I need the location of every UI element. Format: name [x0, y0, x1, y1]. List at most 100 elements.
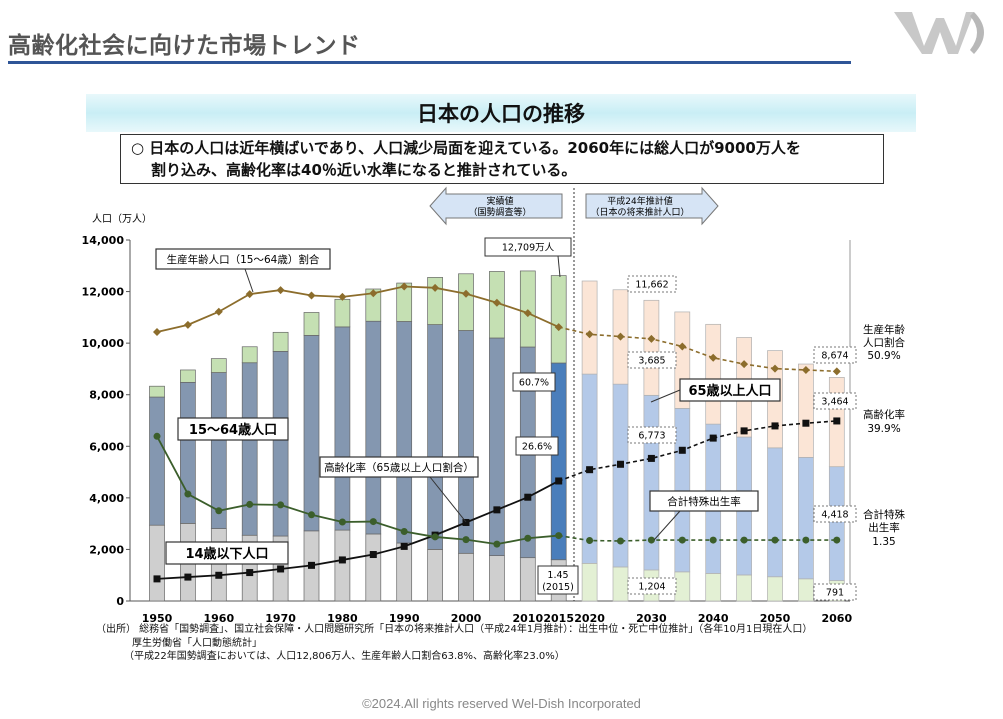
- x-tick-label: 2060: [821, 612, 852, 625]
- bar-child: [149, 524, 165, 602]
- child-2060-label-box: [813, 583, 857, 601]
- x-tick-label: 2015: [543, 612, 574, 625]
- bar-elderly: [272, 331, 289, 352]
- working-ratio-point: [183, 320, 192, 329]
- right-label-tfr-1: 合計特殊: [863, 508, 905, 521]
- aging-rate-2015-label: 26.6%: [522, 442, 552, 453]
- bar-working: [365, 320, 382, 535]
- projected-period-label: 平成24年推計値: [607, 195, 672, 207]
- tfr-point: [493, 540, 501, 548]
- actual-period-arrow: [429, 186, 563, 226]
- tfr-point: [833, 536, 841, 544]
- bar-elderly: [519, 270, 536, 348]
- child-pop-callout: 14歳以下人口: [185, 546, 268, 562]
- working-ratio-point: [678, 342, 687, 351]
- total-2030-label-box: [627, 275, 677, 293]
- working-ratio-point: [523, 309, 532, 318]
- tfr-point: [524, 534, 532, 542]
- bar-child: [581, 563, 598, 602]
- total-2060-label-box: [813, 346, 857, 364]
- aging-rate-point: [308, 561, 315, 569]
- bar-child: [458, 552, 474, 602]
- tfr-point: [215, 507, 223, 515]
- working-ratio-point: [431, 283, 440, 292]
- tfr-point: [369, 518, 377, 526]
- working-ratio-callout-box: [155, 248, 331, 270]
- tfr-point: [555, 532, 563, 540]
- bar-child: [674, 571, 691, 602]
- aging-rate-point: [617, 460, 624, 468]
- summary-line-2: 割り込み、高齢化率は40％近い水準になると推計されている。: [151, 161, 577, 179]
- x-tick-label: 2010: [512, 612, 543, 625]
- elderly-pop-callout: 65歳以上人口: [688, 383, 771, 399]
- child-2060-label: 791: [826, 588, 844, 599]
- tfr-point: [308, 511, 315, 519]
- working-ratio-point: [369, 289, 378, 298]
- actual-period-label: 実績値: [486, 195, 513, 207]
- right-label-tfr-value: 1.35: [872, 536, 895, 548]
- bar-child: [705, 573, 722, 602]
- aging-rate-callout-box: [319, 456, 479, 478]
- working-ratio-point: [462, 289, 470, 298]
- bar-working: [767, 447, 783, 578]
- tfr-point: [647, 536, 655, 544]
- bar-elderly: [303, 312, 320, 336]
- y-tick-label: 10,000: [82, 337, 125, 350]
- working-2030-label-box: [627, 426, 677, 444]
- tfr-point: [586, 537, 594, 545]
- bar-child: [798, 578, 814, 602]
- total-2015-label-box: [484, 237, 572, 257]
- working-2060-label: 4,418: [821, 510, 848, 521]
- working-ratio-point: [554, 323, 563, 332]
- working-ratio-point: [585, 330, 594, 339]
- bar-child: [612, 566, 629, 602]
- right-label-tfr-2: 出生率: [868, 521, 900, 534]
- y-tick-label: 14,000: [82, 234, 125, 247]
- page-title: 高齢化社会に向けた市場トレンド: [8, 33, 361, 59]
- tfr-point: [184, 490, 192, 498]
- x-tick-label: 1960: [203, 612, 234, 625]
- elderly-2060-label-box: [813, 392, 857, 410]
- aging-rate-point: [709, 434, 717, 442]
- tfr-2015-box: [537, 565, 579, 595]
- working-ratio-point: [400, 282, 409, 291]
- working-ratio-leader: [244, 268, 254, 293]
- tfr-point: [617, 537, 624, 545]
- bar-working: [303, 335, 320, 532]
- bar-working: [828, 466, 845, 581]
- working-ratio-point: [214, 307, 223, 316]
- y-tick-label: 8,000: [89, 389, 124, 402]
- aging-rate-point: [153, 575, 161, 583]
- right-label-aging-value: 39.9%: [867, 423, 900, 435]
- child-2030-label-box: [627, 577, 677, 595]
- tfr-2015-year: (2015): [542, 582, 574, 593]
- total-2015-leader: [557, 255, 561, 278]
- aging-rate-line: [156, 480, 560, 580]
- y-tick-label: 2,000: [89, 543, 124, 556]
- total-2030-label: 11,662: [635, 280, 668, 291]
- elderly-pop-leader: [650, 389, 681, 403]
- tfr-point: [338, 518, 346, 526]
- working-ratio-2015-label-box: [512, 372, 556, 392]
- bar-elderly: [334, 298, 351, 328]
- bar-elderly: [210, 358, 227, 373]
- bar-child: [427, 549, 443, 602]
- y-axis-title: 人口（万人）: [92, 213, 152, 225]
- bar-elderly: [458, 273, 474, 331]
- source-footnote: （出所） 総務省「国勢調査」、国立社会保障・人口問題研究所「日本の将来推計人口（…: [96, 623, 812, 664]
- working-ratio-point: [801, 365, 810, 374]
- bar-child: [519, 557, 536, 602]
- tfr-callout: 合計特殊出生率: [667, 495, 741, 508]
- bar-child: [489, 555, 505, 602]
- aging-rate-point: [555, 477, 563, 485]
- aging-rate-point: [277, 565, 285, 573]
- total-2060-label: 8,674: [821, 351, 848, 362]
- bar-child: [334, 529, 351, 602]
- tfr-point: [431, 533, 439, 541]
- bar-child: [210, 528, 227, 602]
- aging-rate-point: [493, 506, 501, 514]
- bar-elderly: [798, 363, 814, 458]
- tfr-point: [802, 536, 810, 544]
- child-pop-callout-box: [165, 541, 289, 565]
- bar-working: [396, 321, 413, 544]
